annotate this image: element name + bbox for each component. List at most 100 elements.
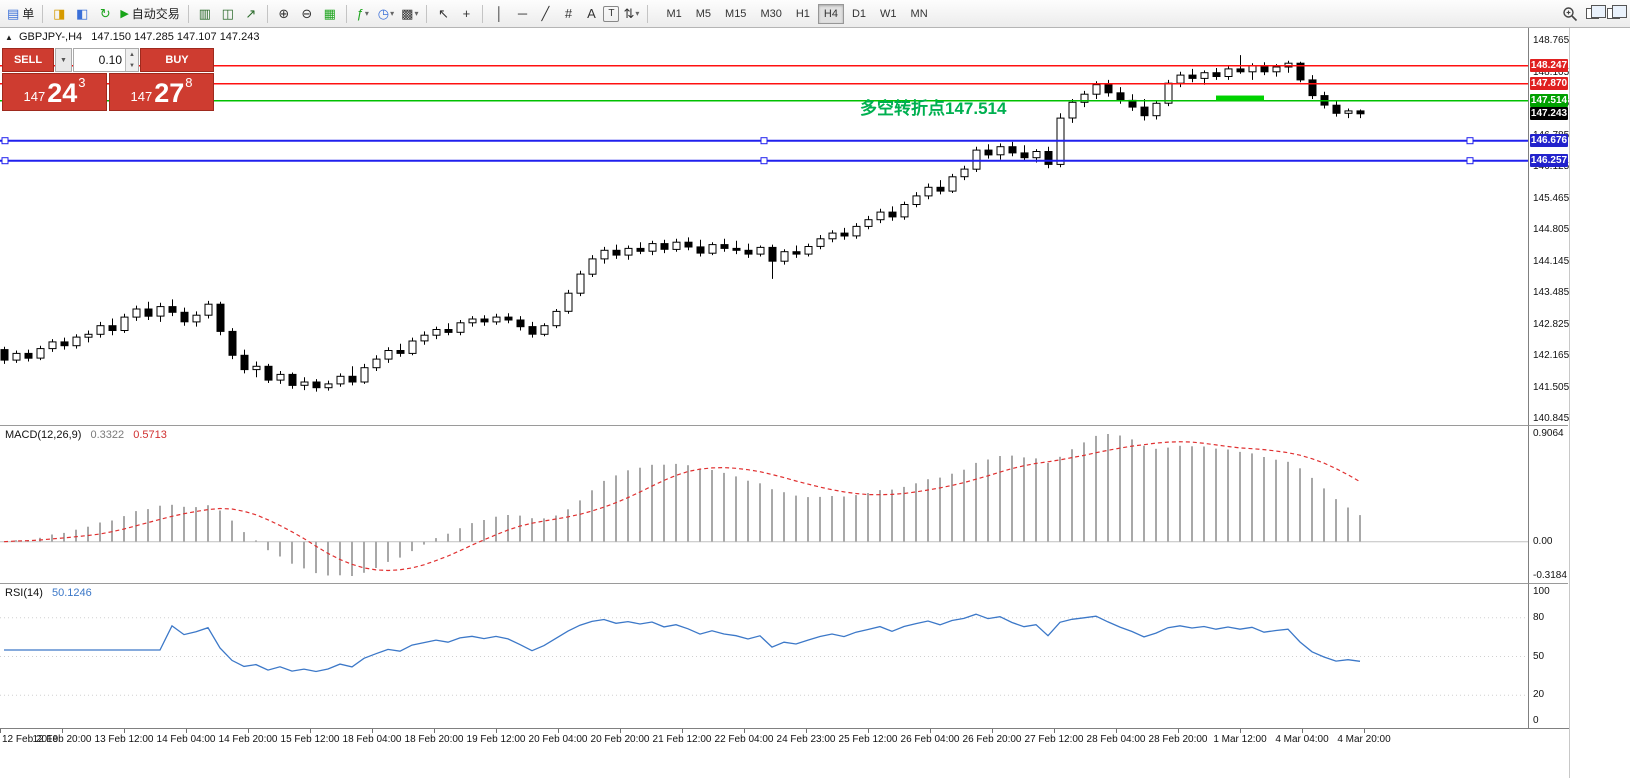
sell-button[interactable]: SELL <box>2 48 54 72</box>
timeframe-h1[interactable]: H1 <box>795 7 810 20</box>
rsi-label: RSI(14) 50.1246 <box>5 587 92 599</box>
horizontal-line-icon[interactable]: ─ <box>517 6 528 21</box>
order-type-dropdown[interactable]: ▼ <box>55 48 72 72</box>
right-empty-strip <box>1569 28 1630 778</box>
price-axis-label: 143.485 <box>1533 287 1570 298</box>
vertical-line-icon[interactable]: │ <box>495 6 504 21</box>
time-axis-label: 20 Feb 04:00 <box>528 734 588 745</box>
timeframe-m1[interactable]: M1 <box>666 7 682 20</box>
time-axis-label: 19 Feb 12:00 <box>466 734 526 745</box>
separator <box>187 4 189 23</box>
level-lines[interactable] <box>0 64 1528 165</box>
time-axis-label: 4 Mar 04:00 <box>1275 734 1329 745</box>
buy-button[interactable]: BUY <box>140 48 214 72</box>
indicators-button[interactable]: ƒ ▾ <box>352 3 374 25</box>
pivot-annotation-text[interactable]: 多空转折点147.514 <box>860 99 1007 118</box>
timeframe-m5[interactable]: M5 <box>695 7 712 20</box>
separator <box>647 4 649 23</box>
volume-up-button[interactable]: ▲ <box>126 49 138 60</box>
templates-button[interactable]: ▩ ▾ <box>398 3 421 25</box>
timeframe-w1[interactable]: W1 <box>880 7 897 20</box>
rsi-value: 50.1246 <box>51 587 92 599</box>
market-watch-icon[interactable]: ◧ <box>76 5 89 21</box>
line-handle[interactable] <box>1 137 9 145</box>
sell-price-button[interactable]: 147 24 3 <box>2 73 107 111</box>
macd-chart[interactable] <box>0 426 1528 584</box>
line-handle[interactable] <box>1 157 9 165</box>
time-axis-label: 24 Feb 23:00 <box>776 734 836 745</box>
volume-value[interactable]: 0.10 <box>98 53 122 67</box>
time-axis-label: 15 Feb 12:00 <box>280 734 340 745</box>
price-level-badge: 147.514 <box>1530 94 1568 108</box>
one-click-trade-panel: SELL ▼ 0.10 ▲ ▼ BUY 147 24 3 147 27 8 <box>2 48 214 111</box>
rsi-chart[interactable] <box>0 584 1528 729</box>
line-handle[interactable] <box>760 157 768 165</box>
text-icon[interactable]: A <box>587 6 596 21</box>
symbol-search-icon[interactable] <box>1562 6 1578 22</box>
buy-price-button[interactable]: 147 27 8 <box>109 73 214 111</box>
arrows-button[interactable]: ⇅ ▾ <box>620 3 642 25</box>
volume-stepper: ▲ ▼ <box>125 49 138 71</box>
periods-button[interactable]: ◷ ▾ <box>375 3 397 25</box>
volume-down-button[interactable]: ▼ <box>126 60 138 71</box>
zoom-out-icon[interactable]: ⊖ <box>301 5 313 21</box>
new-order-button[interactable]: ▤ 单 <box>4 3 37 25</box>
time-axis-label: 25 Feb 12:00 <box>838 734 898 745</box>
timeframe-m30[interactable]: M30 <box>760 7 782 20</box>
time-axis-label: 12 Feb 2019 <box>2 734 59 745</box>
macd-panel: MACD(12,26,9) 0.3322 0.5713 <box>0 425 1528 583</box>
separator <box>426 4 428 23</box>
rsi-axis[interactable]: 100 80 50 20 0 <box>1528 583 1568 728</box>
macd-name: MACD(12,26,9) <box>5 429 82 441</box>
profiles-icon[interactable]: ◨ <box>53 5 66 21</box>
fibonacci-icon[interactable]: # <box>564 6 573 21</box>
chevron-down-icon: ▾ <box>390 9 395 18</box>
crosshair-icon[interactable]: + <box>462 6 471 21</box>
line-handle[interactable] <box>760 137 768 145</box>
time-axis-tick <box>0 729 1 733</box>
cursor-icon[interactable]: ↖ <box>438 5 449 21</box>
price-axis[interactable]: 148.765148.105147.445146.785146.125145.4… <box>1528 28 1570 425</box>
price-chart[interactable] <box>0 28 1528 425</box>
timeframe-d1[interactable]: D1 <box>851 7 867 20</box>
time-axis-label: 18 Feb 20:00 <box>404 734 464 745</box>
main-toolbar: ▤ 单 ◨ ◧ ↻ ▶ 自动交易 ▥ ◫ ↗ ⊕ ⊖ ▦ ƒ ▾ ◷ ▾ ▩ ▾ <box>0 0 1630 28</box>
separator <box>266 4 268 23</box>
trendline-icon[interactable]: ╱ <box>541 5 550 21</box>
line-handle[interactable] <box>1466 157 1474 165</box>
timeframe-m15[interactable]: M15 <box>725 7 747 20</box>
refresh-icon[interactable]: ↻ <box>99 5 111 21</box>
autotrading-button[interactable]: ▶ 自动交易 <box>117 3 182 25</box>
bottom-empty-strip <box>0 748 1569 778</box>
time-axis-tick <box>806 729 807 733</box>
new-window-icon[interactable] <box>1586 5 1606 19</box>
label-icon[interactable]: T <box>603 5 620 22</box>
candlestick-chart-icon[interactable]: ◫ <box>221 5 234 21</box>
timeframe-h4[interactable]: H4 <box>817 3 844 24</box>
chevron-down-icon: ▾ <box>635 9 640 18</box>
time-axis-label: 1 Mar 12:00 <box>1213 734 1267 745</box>
line-chart-icon[interactable]: ↗ <box>245 5 257 21</box>
tile-windows-icon[interactable]: ▦ <box>323 5 336 21</box>
time-axis-label: 14 Feb 20:00 <box>218 734 278 745</box>
time-axis[interactable]: 12 Feb 2019 12 Feb 20:00 13 Feb 12:00 14 Fe… <box>0 728 1569 748</box>
zoom-in-icon[interactable]: ⊕ <box>278 5 290 21</box>
time-axis-label: 26 Feb 04:00 <box>900 734 960 745</box>
bar-chart-icon[interactable]: ▥ <box>198 5 211 21</box>
chevron-down-icon: ▾ <box>364 9 369 18</box>
timeframe-mn[interactable]: MN <box>910 7 928 20</box>
toolbar-right-group <box>1562 5 1627 22</box>
line-handle[interactable] <box>1466 137 1474 145</box>
time-axis-tick <box>558 729 559 733</box>
timeframe-group: M1 M5 M15 M30 H1 H4 D1 W1 MN <box>659 3 934 24</box>
pivot-highlight-segment[interactable] <box>1216 95 1264 101</box>
macd-axis-max: 0.9064 <box>1533 428 1564 439</box>
autotrading-play-icon: ▶ <box>120 8 129 20</box>
current-price-badge: 147.243 <box>1530 107 1568 121</box>
symbol-marker-icon: ▲ <box>5 33 13 42</box>
price-axis-label: 145.465 <box>1533 192 1570 204</box>
macd-axis[interactable]: 0.9064 0.00 -0.3184 <box>1528 425 1568 583</box>
cascade-windows-icon[interactable] <box>1607 5 1627 19</box>
volume-field[interactable]: 0.10 ▲ ▼ <box>73 48 139 72</box>
